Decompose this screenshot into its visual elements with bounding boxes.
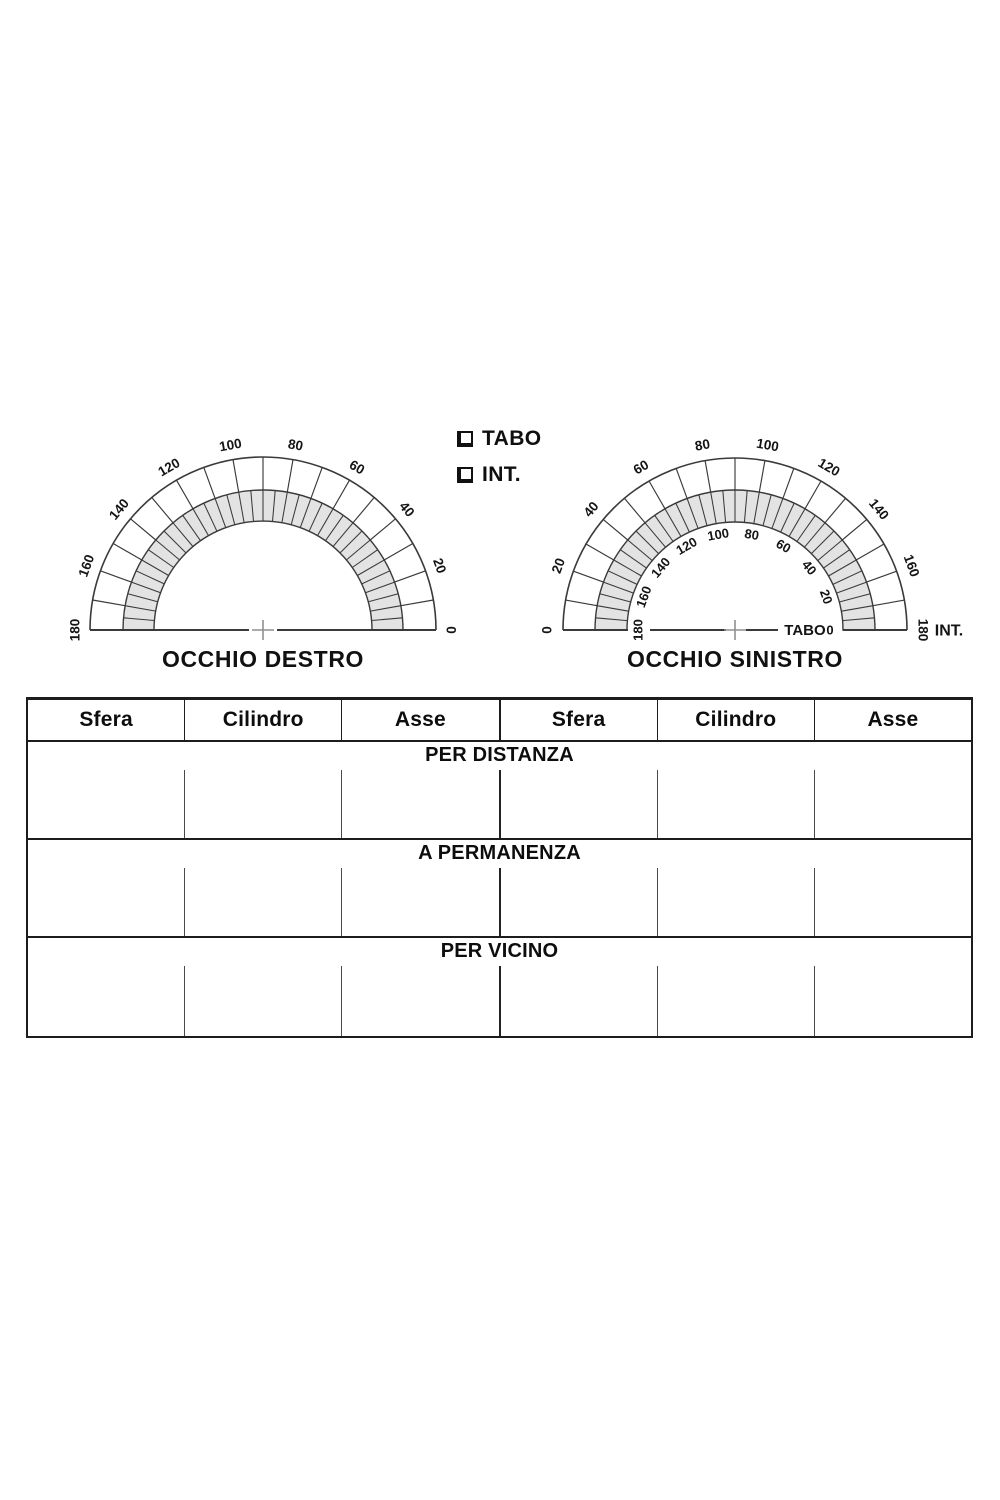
input-cell[interactable] (501, 868, 658, 936)
tabo-checkbox-label: TABO (482, 427, 542, 450)
outer-degree-label: 140 (866, 496, 892, 523)
input-cell[interactable] (815, 966, 971, 1036)
tabo-baseline-label: TABO (784, 622, 826, 639)
inner-degree-label: 60 (774, 536, 794, 556)
input-cell[interactable] (28, 966, 186, 1036)
legend-item-tabo: TABO (457, 427, 542, 450)
int-scale-label: INT. (935, 622, 963, 639)
input-cell[interactable] (815, 770, 971, 838)
outer-degree-label: 100 (218, 436, 243, 455)
degree-band (594, 489, 876, 631)
input-cell[interactable] (185, 770, 343, 838)
inner-degree-label: 100 (706, 525, 730, 544)
input-cell[interactable] (501, 966, 658, 1036)
protractor-right-eye: 0 20 40 60 80 100 120 140 160 180 (68, 436, 459, 642)
input-cell[interactable] (342, 770, 501, 838)
degree-band (122, 489, 404, 631)
inner-degree-label: 160 (633, 584, 655, 610)
column-header-cilindro-right-eye: Cilindro (185, 700, 343, 740)
input-cell[interactable] (28, 770, 186, 838)
tabo-checkbox[interactable] (457, 431, 473, 447)
column-header-sfera-left-eye: Sfera (501, 700, 658, 740)
outer-degree-label: 100 (755, 436, 780, 455)
center-cross (724, 620, 746, 640)
section-title: PER VICINO (440, 940, 559, 962)
input-cell[interactable] (815, 868, 971, 936)
section-a-permanenza: A PERMANENZA (28, 840, 971, 938)
outer-degree-label: 140 (106, 496, 132, 523)
outer-degree-label: 40 (396, 499, 417, 520)
outer-degree-label: 80 (694, 436, 711, 453)
outer-degree-label: 160 (75, 553, 97, 579)
int-checkbox-label: INT. (482, 463, 521, 486)
section-title: PER DISTANZA (425, 744, 574, 766)
tick-marks (565, 458, 905, 622)
outer-degree-label: 80 (287, 436, 304, 453)
outer-degree-label: 160 (901, 553, 923, 579)
right-eye-title: OCCHIO DESTRO (161, 646, 365, 672)
tick-marks (92, 457, 434, 622)
input-cell[interactable] (342, 966, 501, 1036)
legend-item-int: INT. (457, 463, 521, 486)
outer-degree-label: 20 (430, 556, 449, 575)
center-cross (252, 620, 274, 640)
outer-degree-label: 40 (580, 499, 601, 520)
inner-degree-label: 80 (743, 526, 760, 543)
prescription-table: Sfera Cilindro Asse Sfera Cilindro Asse … (26, 697, 973, 1038)
inner-degree-label: 20 (817, 587, 836, 606)
input-cell[interactable] (658, 868, 815, 936)
outer-degree-label: 180 (915, 619, 930, 642)
outer-degree-label: 120 (815, 455, 842, 479)
input-cell[interactable] (658, 966, 815, 1036)
table-header-row: Sfera Cilindro Asse Sfera Cilindro Asse (28, 700, 971, 742)
input-cell[interactable] (658, 770, 815, 838)
input-cell[interactable] (185, 966, 343, 1036)
left-eye-title: OCCHIO SINISTRO (626, 646, 843, 672)
tabo-zero-label: 0 (826, 622, 833, 637)
input-cell[interactable] (185, 868, 343, 936)
section-per-vicino: PER VICINO (28, 938, 971, 1036)
column-header-sfera-right-eye: Sfera (28, 700, 186, 740)
section-per-distanza: PER DISTANZA (28, 742, 971, 840)
outer-degree-label: 180 (68, 619, 83, 642)
section-title: A PERMANENZA (418, 842, 581, 864)
outer-degree-label: 60 (347, 457, 368, 478)
protractor-left-eye: 1801601401201008060402002040608010012014… (540, 436, 964, 642)
outer-degree-label: 0 (540, 626, 555, 634)
inner-degree-label: 180 (630, 619, 645, 641)
input-cell[interactable] (342, 868, 501, 936)
section-cells (28, 770, 971, 838)
column-header-asse-right-eye: Asse (342, 700, 501, 740)
input-cell[interactable] (28, 868, 186, 936)
section-cells (28, 966, 971, 1036)
outer-degree-label: 20 (549, 556, 568, 575)
outer-degree-label: 60 (631, 457, 652, 478)
column-header-asse-left-eye: Asse (867, 708, 919, 731)
outer-degree-label: 0 (443, 626, 458, 634)
section-cells (28, 868, 971, 936)
input-cell[interactable] (501, 770, 658, 838)
int-checkbox[interactable] (457, 467, 473, 483)
outer-degree-label: 120 (156, 455, 183, 479)
column-header-cilindro-left-eye: Cilindro (658, 700, 815, 740)
